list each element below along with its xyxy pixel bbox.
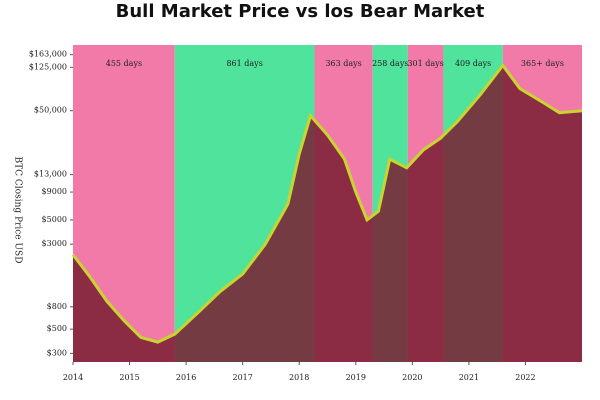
y-tick-label: $300 — [47, 348, 67, 357]
x-tick-label: 2022 — [515, 373, 535, 382]
price-area — [73, 65, 582, 363]
phase-label: 258 days — [372, 59, 408, 68]
y-tick-label: $800 — [47, 302, 67, 311]
phase-label: 301 days — [407, 59, 443, 68]
x-tick-label: 2021 — [459, 373, 479, 382]
y-tick-label: $3000 — [42, 239, 67, 248]
y-axis-label: BTC Closing Price USD — [13, 157, 23, 264]
phase-label: 455 days — [106, 59, 142, 68]
x-tick-label: 2020 — [402, 373, 422, 382]
phase-label: 363 days — [325, 59, 361, 68]
x-tick-label: 2019 — [346, 373, 366, 382]
x-tick-label: 2018 — [289, 373, 309, 382]
y-tick-label: $125,000 — [29, 62, 67, 71]
y-tick-label: $9000 — [42, 187, 67, 196]
price-line — [71, 62, 583, 344]
y-tick-label: $163,000 — [29, 50, 67, 59]
y-tick-label: $5000 — [42, 215, 67, 224]
phase-label: 409 days — [455, 59, 491, 68]
x-tick-label: 2016 — [176, 373, 196, 382]
phase-label: 365+ days — [521, 59, 564, 68]
phase-label: 861 days — [226, 59, 262, 68]
chart-title: Bull Market Price vs los Bear Market — [116, 1, 485, 22]
x-tick-label: 2014 — [63, 373, 83, 382]
x-tick-label: 2017 — [232, 373, 252, 382]
y-tick-label: $13,000 — [34, 170, 67, 179]
y-tick-label: $500 — [47, 324, 67, 333]
x-tick-label: 2015 — [119, 373, 139, 382]
y-tick-label: $50,000 — [34, 106, 67, 115]
